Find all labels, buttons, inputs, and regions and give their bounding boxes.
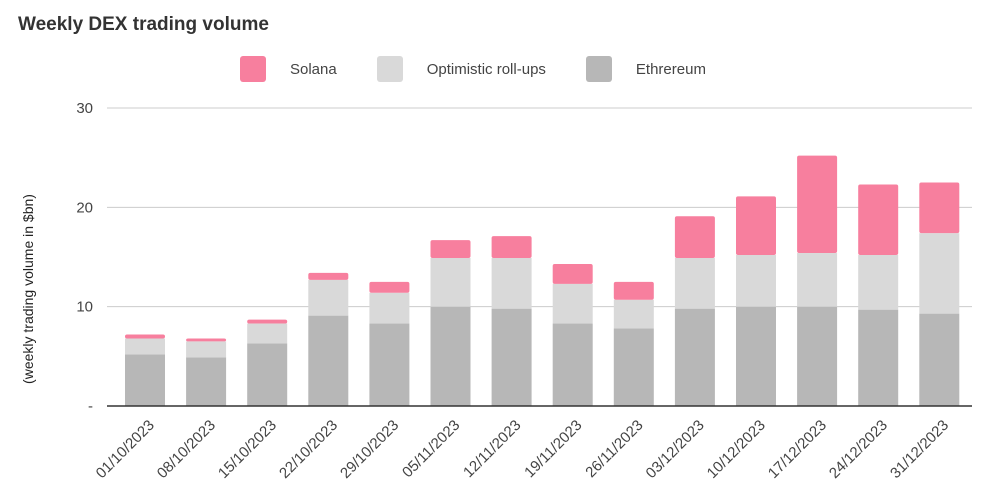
bar-solana-11 [736,196,776,256]
bar-optimistic-roll-ups-1 [125,338,165,355]
bar-solana-9 [613,281,654,300]
x-tick-label-2: 08/10/2023 [154,417,219,482]
y-tick-label-20: 20 [76,199,93,216]
bar-ethrereum-4 [308,315,349,406]
bar-solana-3 [247,319,288,324]
x-tick-label-1: 01/10/2023 [93,417,158,482]
bar-optimistic-roll-ups-5 [369,292,410,324]
x-tick-label-11: 10/12/2023 [704,417,769,482]
bar-ethrereum-12 [797,306,838,406]
legend-label-solana: Solana [290,60,337,78]
bar-optimistic-roll-ups-10 [674,257,715,309]
y-tick-label-0: - [88,398,93,415]
legend-swatch-ethereum [585,56,612,82]
legend-swatch-solana [240,56,266,82]
bar-optimistic-roll-ups-13 [858,255,899,310]
bar-solana-14 [919,182,960,234]
bar-optimistic-roll-ups-12 [797,253,838,307]
bar-ethrereum-2 [186,357,227,406]
x-tick-label-3: 15/10/2023 [215,417,280,482]
legend-label-optimistic-rollups: Optimistic roll-ups [426,60,546,78]
x-tick-label-6: 05/11/2023 [399,417,463,481]
x-tick-label-4: 22/10/2023 [276,417,341,482]
y-tick-label-10: 10 [76,299,93,316]
x-tick-label-5: 29/10/2023 [337,417,402,482]
y-axis-title: (weekly trading volume in $bn) [20,194,36,384]
legend-item-ethereum[interactable]: Ethrereum [585,56,706,82]
chart-title: Weekly DEX trading volume [18,14,269,35]
bar-optimistic-roll-ups-9 [613,299,654,329]
bar-ethrereum-11 [736,306,776,406]
bar-solana-6 [430,240,471,258]
bar-ethrereum-14 [919,313,960,406]
legend-item-solana[interactable]: Solana [240,56,337,82]
legend-item-optimistic-rollups[interactable]: Optimistic roll-ups [376,56,546,82]
x-tick-label-8: 19/11/2023 [521,417,585,481]
bar-ethrereum-3 [247,343,288,406]
bar-optimistic-roll-ups-6 [430,257,471,307]
bar-optimistic-roll-ups-11 [736,255,776,307]
legend-label-ethereum: Ethrereum [635,60,706,78]
bar-ethrereum-6 [430,306,471,406]
y-tick-label-30: 30 [76,100,93,117]
bar-solana-4 [308,272,349,280]
bar-solana-13 [858,184,899,256]
bar-solana-8 [552,263,593,284]
bar-optimistic-roll-ups-2 [186,341,227,358]
chart-legend: Solana Optimistic roll-ups Ethrereum [240,56,746,82]
bar-solana-10 [674,216,715,258]
legend-swatch-optimistic-rollups [376,56,403,82]
x-tick-label-7: 12/11/2023 [460,417,524,481]
bar-optimistic-roll-ups-3 [247,323,288,344]
bar-solana-1 [125,334,165,339]
bar-solana-7 [491,236,532,258]
bar-ethrereum-10 [674,308,715,406]
bar-ethrereum-5 [369,323,410,406]
bar-solana-2 [186,338,227,342]
bar-optimistic-roll-ups-4 [308,279,349,316]
bar-solana-12 [797,155,838,254]
bar-ethrereum-8 [552,323,593,406]
x-tick-label-12: 17/12/2023 [765,417,830,482]
bar-ethrereum-7 [491,308,532,406]
x-tick-label-14: 31/12/2023 [887,417,952,482]
bar-ethrereum-13 [858,309,899,406]
bar-optimistic-roll-ups-7 [491,257,532,309]
bar-optimistic-roll-ups-14 [919,233,960,314]
bar-ethrereum-1 [125,354,165,406]
x-tick-label-13: 24/12/2023 [826,417,891,482]
bar-optimistic-roll-ups-8 [552,283,593,324]
bar-solana-5 [369,281,410,293]
bar-ethrereum-9 [613,328,654,406]
x-tick-label-10: 03/12/2023 [643,417,708,482]
x-tick-label-9: 26/11/2023 [582,417,646,481]
